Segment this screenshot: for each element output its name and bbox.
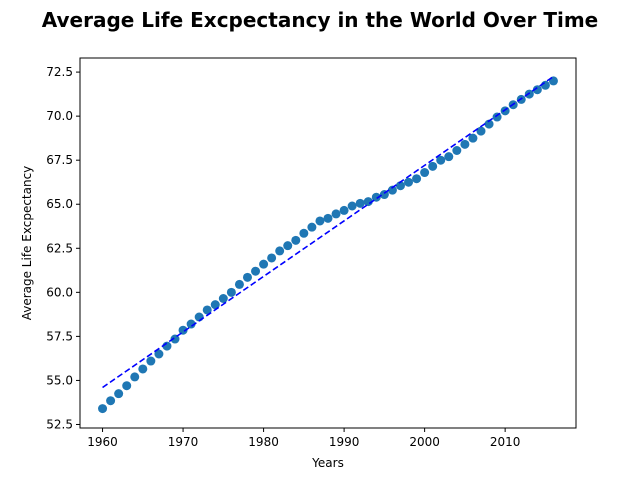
data-point: [460, 139, 470, 149]
y-axis-label: Average Life Excpectancy: [20, 166, 34, 321]
data-point: [186, 319, 196, 329]
data-point: [420, 168, 430, 178]
data-point: [452, 146, 462, 155]
trend-line: [102, 75, 554, 389]
data-point: [395, 181, 405, 191]
data-point: [500, 106, 510, 116]
data-point: [540, 80, 550, 90]
data-point: [259, 259, 269, 269]
y-tick-label: 72.5: [46, 65, 73, 79]
data-point: [178, 325, 188, 335]
x-tick-label: 2000: [409, 435, 440, 449]
y-tick-label: 67.5: [46, 153, 73, 167]
data-point: [210, 300, 220, 310]
data-point: [371, 192, 381, 202]
data-point: [339, 205, 349, 215]
data-point: [468, 133, 478, 143]
data-point: [202, 305, 212, 315]
data-point: [234, 279, 244, 289]
chart-title: Average Life Excpectancy in the World Ov…: [42, 8, 599, 32]
data-point: [251, 266, 261, 276]
data-point: [98, 404, 108, 414]
data-point: [291, 235, 301, 245]
data-point: [106, 396, 116, 406]
data-point: [331, 209, 341, 219]
data-point: [146, 356, 156, 366]
data-point: [532, 85, 542, 95]
data-point: [130, 372, 140, 382]
y-tick-label: 60.0: [46, 285, 73, 299]
y-tick-label: 55.0: [46, 373, 73, 387]
data-point: [444, 152, 454, 162]
data-point: [299, 228, 309, 238]
data-point: [428, 161, 438, 171]
data-point: [242, 272, 252, 282]
plot-area: [98, 75, 558, 414]
data-point: [404, 177, 414, 187]
x-tick-label: 2010: [490, 435, 521, 449]
plot-frame: [79, 57, 577, 429]
data-point: [436, 155, 446, 165]
y-tick-label: 70.0: [46, 109, 73, 123]
data-point: [114, 389, 124, 399]
data-point: [154, 349, 164, 359]
x-tick-label: 1960: [87, 435, 118, 449]
data-point: [267, 253, 277, 263]
data-point: [355, 198, 365, 208]
data-point: [363, 197, 373, 207]
data-point: [323, 213, 333, 223]
y-tick-label: 52.5: [46, 417, 73, 431]
data-point: [484, 119, 494, 129]
data-point: [275, 246, 285, 256]
data-point: [122, 381, 132, 391]
data-point: [347, 201, 357, 211]
data-point: [218, 294, 228, 303]
data-point: [476, 126, 486, 136]
data-point: [387, 185, 397, 195]
x-tick-label: 1970: [168, 435, 199, 449]
data-point: [412, 174, 422, 184]
data-point: [138, 364, 148, 374]
x-tick-label: 1980: [248, 435, 279, 449]
x-axis-label: Years: [311, 456, 344, 470]
x-tick-label: 1990: [329, 435, 360, 449]
y-tick-label: 65.0: [46, 197, 73, 211]
data-point: [283, 241, 293, 251]
y-tick-label: 62.5: [46, 241, 73, 255]
y-tick-label: 57.5: [46, 329, 73, 343]
data-point: [315, 216, 325, 226]
data-point: [226, 287, 236, 297]
data-point: [307, 222, 317, 232]
